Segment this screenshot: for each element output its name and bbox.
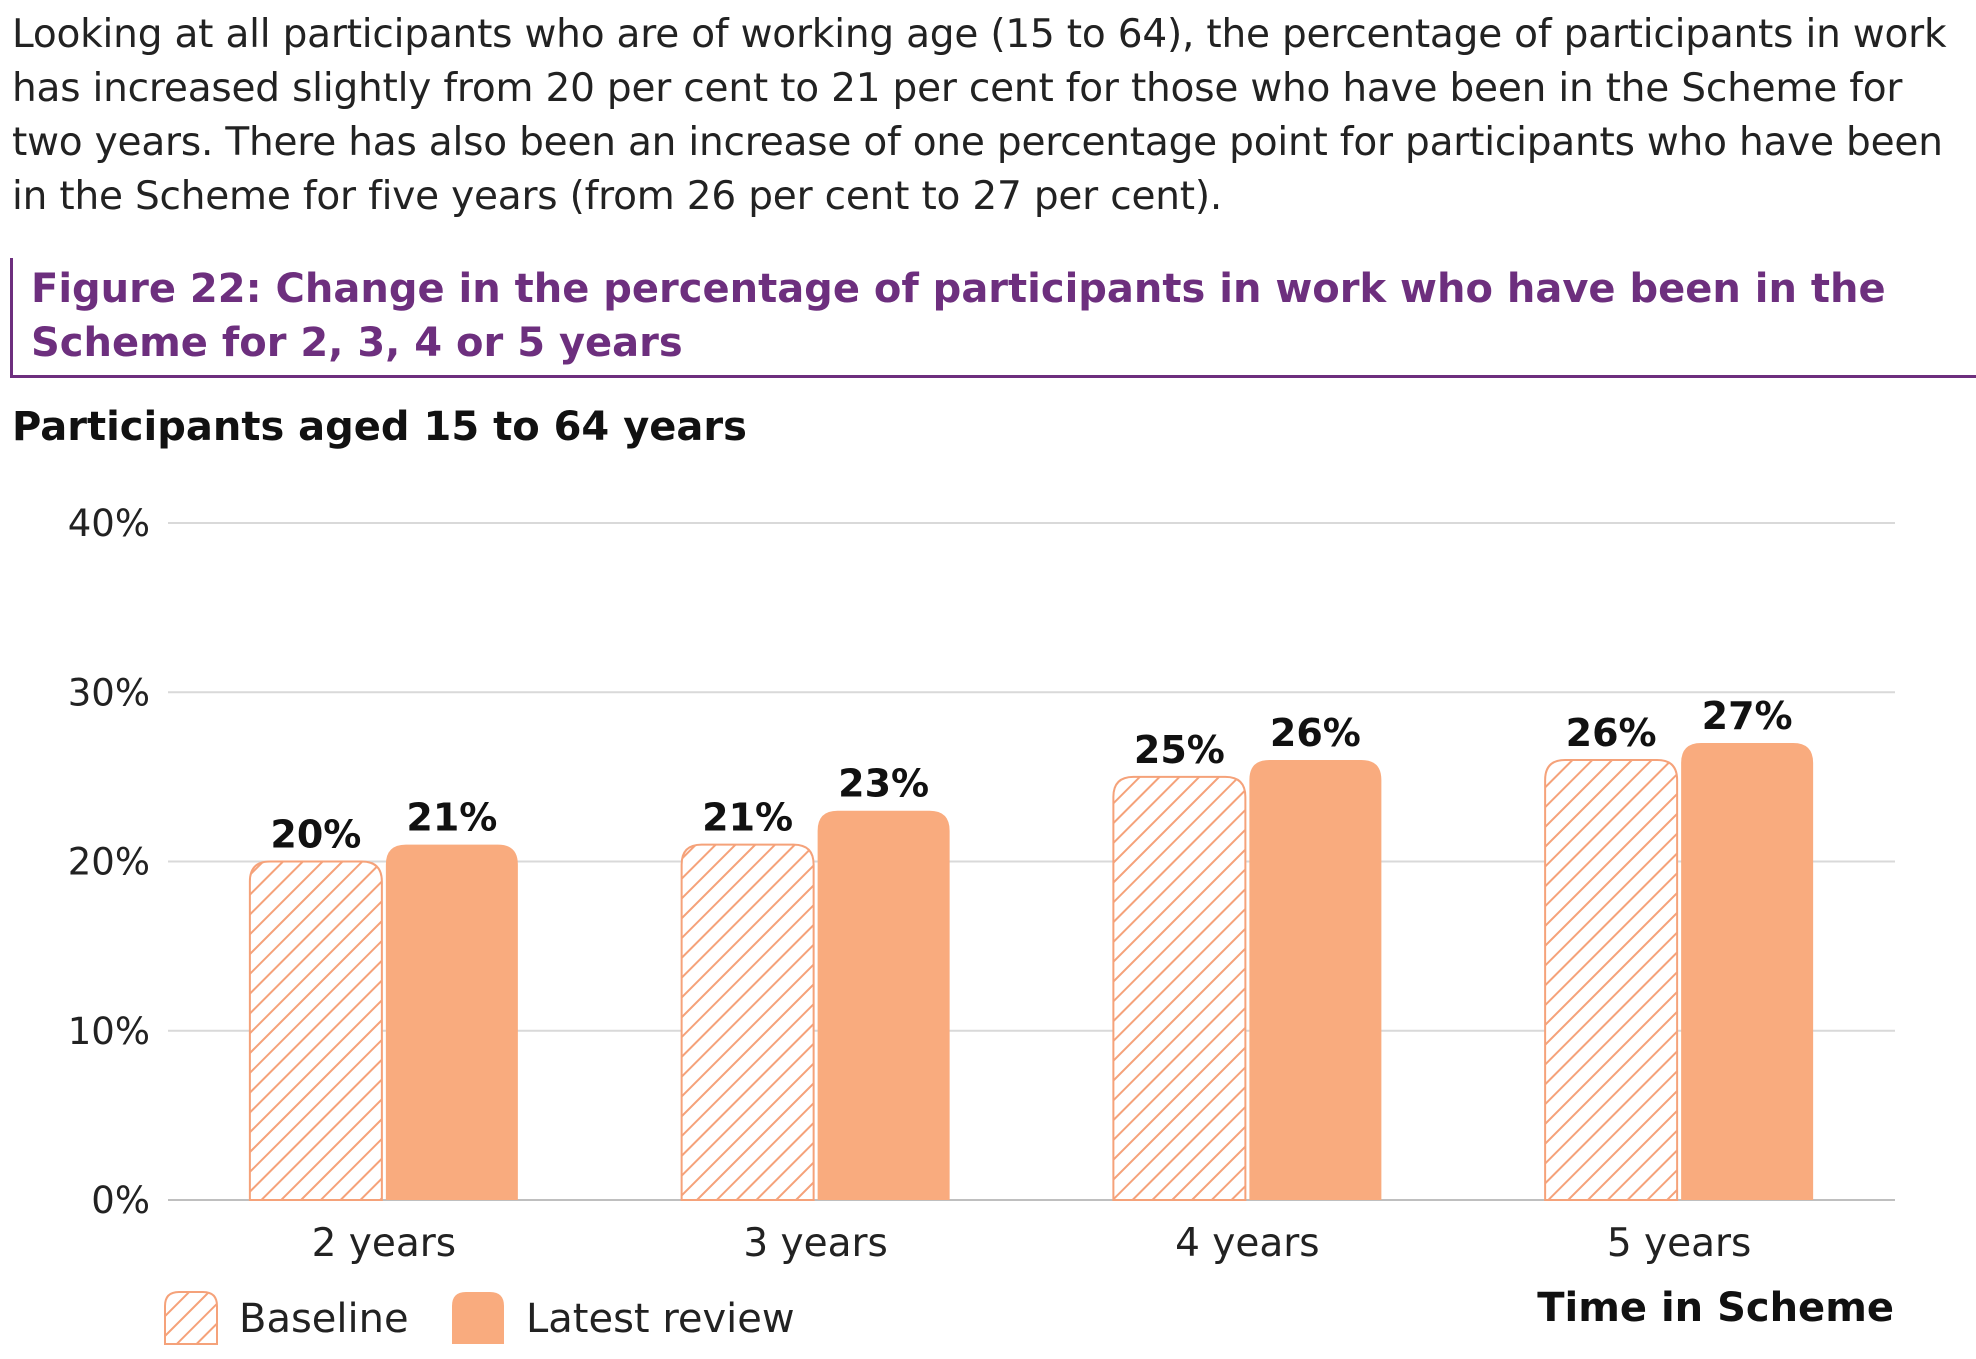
bar-chart: 0%10%20%30%40% 20% 21% 21%23%25% 26% 26% 27% …: [68, 502, 1895, 1345]
bar-baseline: [1544, 758, 1679, 1201]
legend-label: Latest review: [526, 1296, 795, 1342]
data-label: 26%: [1566, 711, 1657, 755]
bar-latest-review: [1681, 743, 1814, 1200]
y-axis-ticks: 0% 10% 20% 30% 40%: [68, 502, 150, 1222]
bar-baseline: [680, 843, 815, 1201]
data-label: 27%: [1702, 694, 1793, 738]
legend-swatch-latest-review: [452, 1292, 504, 1344]
y-tick-label: 30%: [68, 671, 150, 714]
bar-latest-review: [817, 810, 950, 1200]
y-tick-label: 40%: [68, 502, 150, 545]
bar-baseline: [248, 860, 383, 1201]
x-category-label: 4 years: [1175, 1221, 1320, 1266]
bar-latest-review: [1249, 759, 1382, 1200]
data-label: 20%: [270, 813, 361, 857]
chart-subtitle: Participants aged 15 to 64 years: [12, 404, 747, 450]
x-axis-title: Time in Scheme: [1537, 1285, 1894, 1331]
data-label: 26%: [1270, 711, 1361, 755]
data-label: 21%: [702, 796, 793, 840]
y-tick-label: 20%: [68, 841, 150, 884]
bar-latest-review: [385, 844, 518, 1200]
x-axis-categories: 2 years 3 years 4 years 5 years: [312, 1221, 1752, 1266]
legend-swatch-baseline: [164, 1291, 218, 1345]
figure-title: Figure 22: Change in the percentage of p…: [31, 266, 1886, 366]
bar-baseline: [1112, 775, 1247, 1201]
legend: Baseline Latest review: [164, 1291, 795, 1345]
x-category-label: 3 years: [743, 1221, 888, 1266]
data-label: 25%: [1134, 728, 1225, 772]
y-tick-label: 0%: [91, 1179, 150, 1222]
intro-paragraph: Looking at all participants who are of w…: [12, 12, 1947, 219]
data-label: 21%: [406, 796, 497, 840]
x-category-label: 5 years: [1607, 1221, 1752, 1266]
y-tick-label: 10%: [68, 1010, 150, 1053]
figure-header: Figure 22: Change in the percentage of p…: [10, 258, 1976, 378]
bars: 20% 21% 21% 23% 25% 26% 26% 27%: [248, 694, 1814, 1201]
x-category-label: 2 years: [312, 1221, 457, 1266]
legend-label: Baseline: [239, 1296, 409, 1342]
data-label: 23%: [838, 762, 929, 806]
